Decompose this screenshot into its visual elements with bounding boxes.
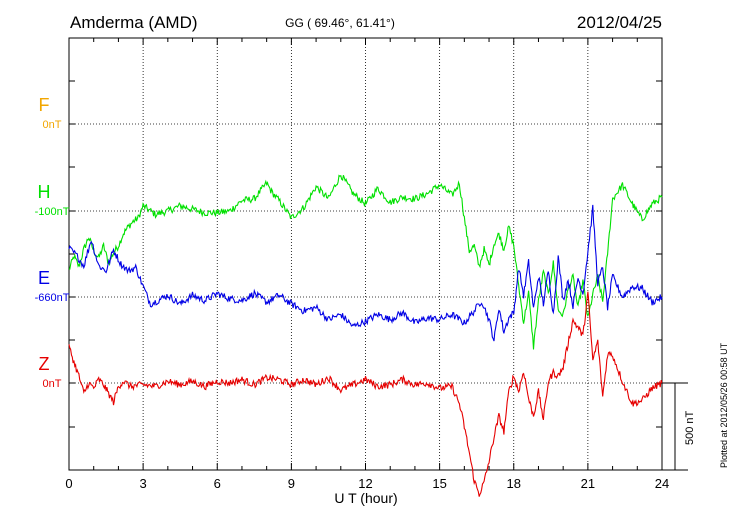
x-tick-label: 9 xyxy=(288,476,295,491)
series-baseline-f: 0nT xyxy=(43,119,62,131)
scale-bar: 500 nT xyxy=(662,382,696,471)
date-label: 2012/04/25 xyxy=(577,13,662,32)
series-label-e: E xyxy=(38,268,50,288)
series-baseline-h: -100nT xyxy=(35,206,70,218)
series-label-h: H xyxy=(38,182,51,202)
series-baseline-z: 0nT xyxy=(43,378,62,390)
series-line-e xyxy=(68,204,663,342)
scale-bar-label: 500 nT xyxy=(684,410,696,445)
x-tick-label: 0 xyxy=(65,476,72,491)
plotted-timestamp: Plotted at 2012/05/26 00:58 UT xyxy=(719,342,729,468)
x-tick-label: 6 xyxy=(214,476,221,491)
x-tick-labels: 0 3 6 9 12 15 18 21 24 xyxy=(65,476,669,491)
series-line-z xyxy=(68,291,663,497)
series-lines xyxy=(68,174,663,497)
series-labels: F 0nT H -100nT E -660nT Z 0nT xyxy=(35,95,70,390)
series-label-z: Z xyxy=(39,354,50,374)
x-tick-label: 3 xyxy=(140,476,147,491)
x-tick-label: 12 xyxy=(358,476,372,491)
station-title: Amderma (AMD) xyxy=(70,13,198,32)
axis-ticks xyxy=(68,38,663,471)
x-tick-label: 21 xyxy=(581,476,595,491)
series-label-f: F xyxy=(39,95,50,115)
x-tick-label: 18 xyxy=(507,476,521,491)
x-axis-label: U T (hour) xyxy=(334,490,397,506)
x-tick-label: 24 xyxy=(655,476,669,491)
coordinates-label: GG ( 69.46°, 61.41°) xyxy=(285,16,395,30)
x-tick-label: 15 xyxy=(432,476,446,491)
series-baseline-e: -660nT xyxy=(35,292,70,304)
grid-lines xyxy=(69,38,662,470)
series-line-h xyxy=(68,174,663,350)
